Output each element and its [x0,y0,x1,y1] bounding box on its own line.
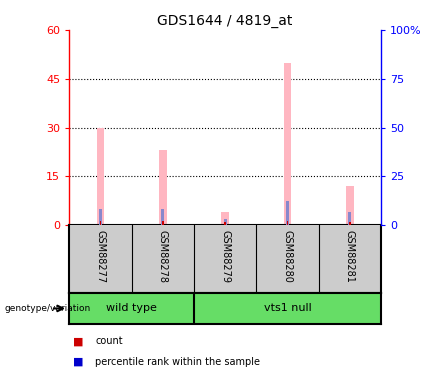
Bar [221,212,229,225]
Text: genotype/variation: genotype/variation [4,304,90,313]
Bar [349,222,351,225]
Bar [99,209,102,225]
Text: GSM88278: GSM88278 [158,230,168,284]
Bar [162,221,164,225]
Text: GSM88280: GSM88280 [282,230,293,283]
Bar [286,201,289,225]
Bar [224,222,226,225]
Bar [100,221,101,225]
Bar [346,186,354,225]
Bar [223,219,227,225]
Text: percentile rank within the sample: percentile rank within the sample [95,357,260,367]
Text: ■: ■ [73,336,83,346]
Bar [159,150,167,225]
Text: vts1 null: vts1 null [264,303,311,313]
Bar [97,128,104,225]
Title: GDS1644 / 4819_at: GDS1644 / 4819_at [158,13,293,28]
Text: count: count [95,336,123,346]
Bar [287,221,288,225]
Text: GSM88279: GSM88279 [220,230,230,284]
Text: GSM88277: GSM88277 [95,230,106,284]
Text: wild type: wild type [106,303,157,313]
Bar [348,212,352,225]
Text: ■: ■ [73,357,83,367]
Text: GSM88281: GSM88281 [345,230,355,283]
Bar [161,209,165,225]
Bar [284,63,291,225]
